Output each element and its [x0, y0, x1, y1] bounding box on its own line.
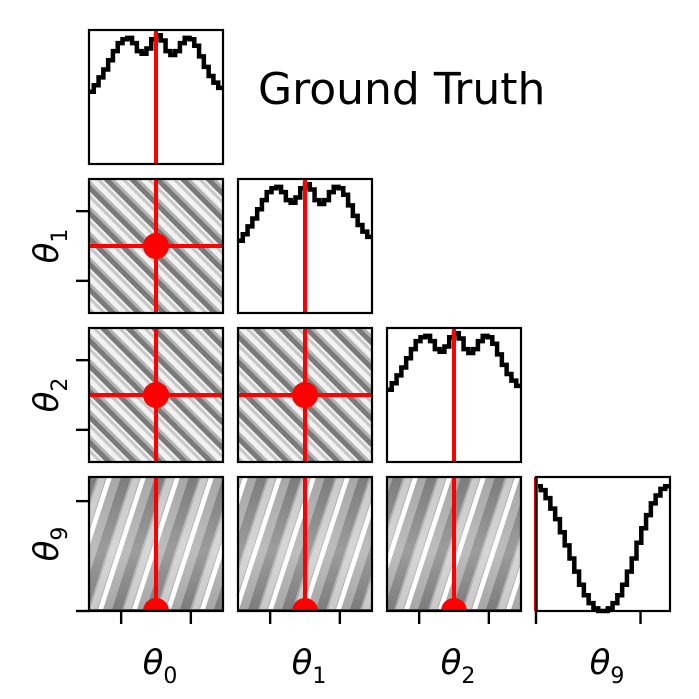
truth-point-θ0-θ2	[143, 382, 169, 408]
marginal-line-θ9	[536, 486, 670, 611]
panel-frame-θ9-θ9	[536, 477, 670, 611]
x-axis-label-θ9: θ9	[590, 643, 625, 689]
truth-point-θ0-θ1	[143, 233, 169, 259]
x-axis-label-θ1: θ1	[292, 643, 327, 689]
y-axis-label-θ9: θ9	[27, 527, 73, 562]
x-axis-label-θ2: θ2	[441, 643, 476, 689]
y-axis-label-θ2: θ2	[27, 378, 73, 413]
y-axis-label-θ1: θ1	[27, 229, 73, 264]
x-axis-label-θ0: θ0	[143, 643, 178, 689]
truth-point-θ1-θ2	[292, 382, 318, 408]
chart-title: Ground Truth	[258, 64, 545, 115]
